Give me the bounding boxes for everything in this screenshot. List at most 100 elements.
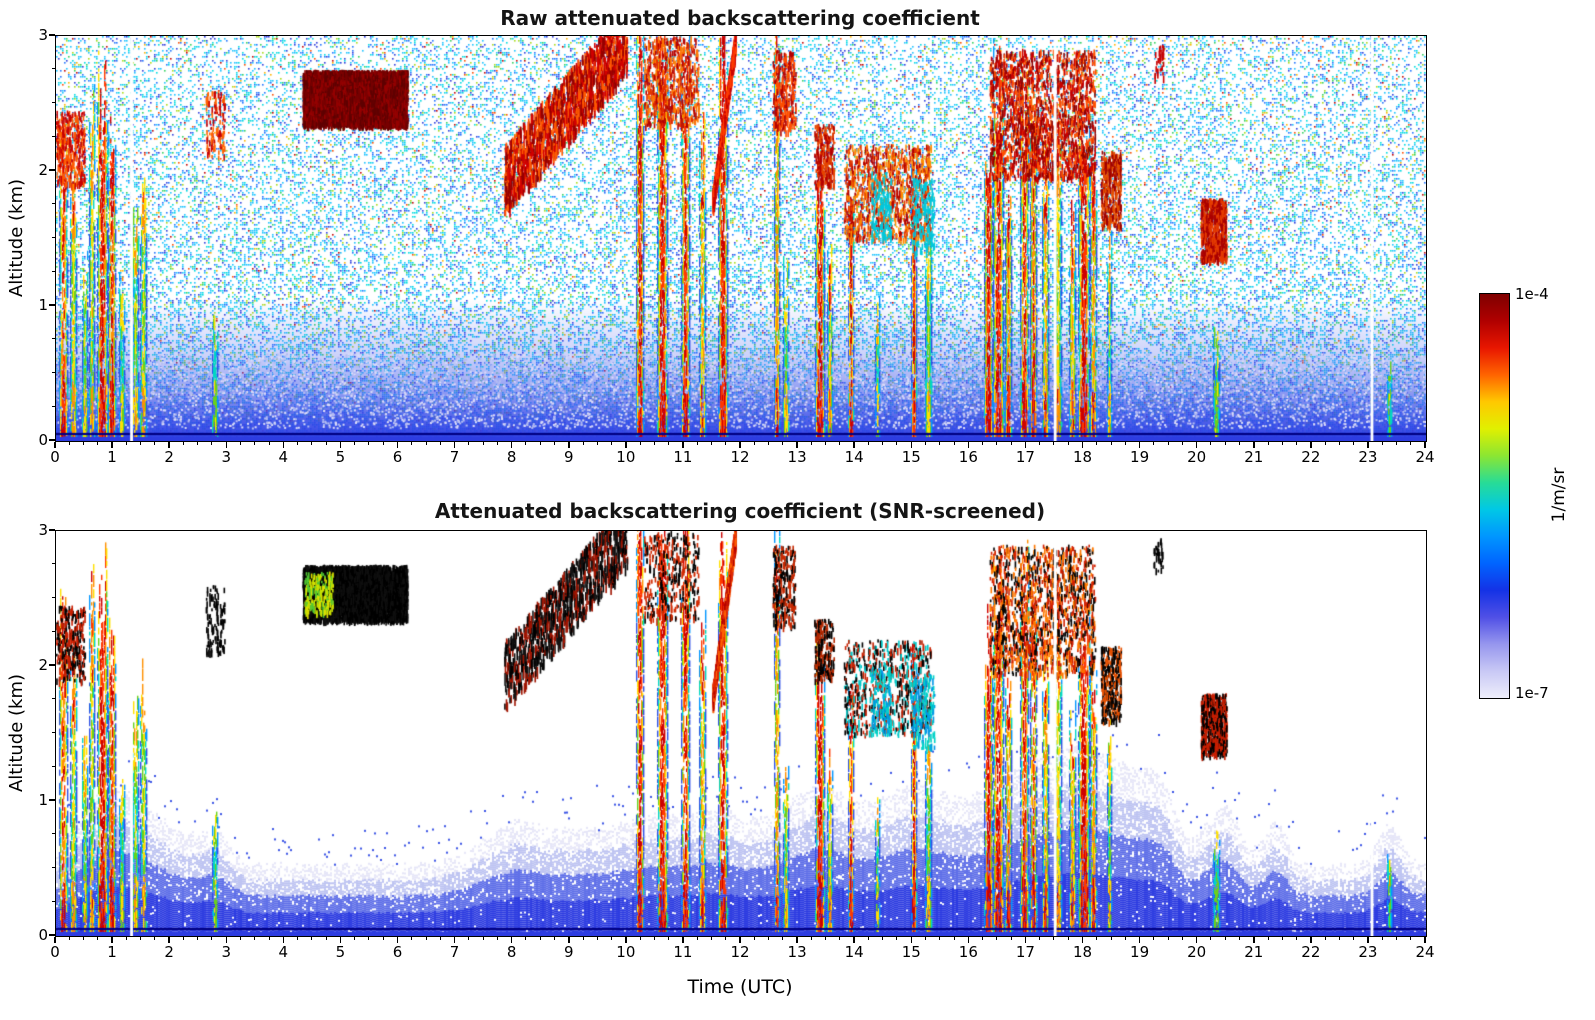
x-tick-label: 7 [449,448,460,466]
x-tick-label: 6 [392,943,403,961]
x-minor-tick-mark [1224,936,1226,940]
x-minor-tick-mark [140,441,142,445]
x-tick-label: 11 [673,943,693,961]
x-minor-tick-mark [1281,441,1283,445]
x-tick-mark [967,936,970,943]
x-tick-label: 5 [335,448,346,466]
x-minor-tick-mark [1167,936,1169,940]
x-minor-tick-mark [768,441,770,445]
y-tick-mark [49,34,55,36]
x-minor-tick-mark [525,936,527,940]
y-minor-tick-mark [52,597,55,598]
x-tick-mark [1310,441,1312,448]
y-minor-tick-mark [52,102,55,103]
x-minor-tick-mark [1039,441,1041,445]
x-tick-label: 4 [278,943,289,961]
x-minor-tick-mark [668,441,670,445]
x-tick-mark [1138,441,1141,448]
screened-y-axis-label: Altitude (km) [6,673,27,793]
x-axis-label: Time (UTC) [687,976,793,998]
y-minor-tick-mark [52,270,55,272]
x-minor-tick-mark [611,936,613,940]
x-minor-tick-mark [653,441,655,445]
x-minor-tick-mark [1053,936,1055,940]
x-tick-label: 18 [1072,943,1093,961]
x-minor-tick-mark [411,936,413,940]
x-tick-mark [910,936,912,943]
x-tick-mark [225,936,227,943]
x-tick-label: 23 [1358,448,1378,466]
x-tick-label: 8 [506,448,517,466]
x-tick-label: 16 [958,448,978,466]
x-minor-tick-mark [653,936,655,940]
x-tick-mark [1367,936,1369,943]
x-tick-mark [1424,936,1426,943]
y-minor-tick-mark [52,698,55,700]
x-tick-mark [739,441,741,448]
x-minor-tick-mark [382,441,384,445]
x-minor-tick-mark [311,936,313,940]
x-minor-tick-mark [1110,441,1112,445]
x-tick-label: 1 [107,448,117,466]
x-minor-tick-mark [982,441,984,445]
x-tick-mark [453,936,456,943]
x-minor-tick-mark [439,936,441,940]
y-minor-tick-mark [52,372,55,373]
x-minor-tick-mark [1096,936,1098,940]
x-tick-label: 8 [506,943,517,961]
x-minor-tick-mark [925,936,927,940]
x-minor-tick-mark [1224,441,1226,445]
x-minor-tick-mark [953,936,955,940]
x-minor-tick-mark [1167,441,1169,445]
x-tick-label: 10 [616,448,636,466]
y-minor-tick-mark [52,630,55,632]
y-tick-label: 2 [38,161,48,179]
x-tick-mark [796,441,798,448]
x-tick-label: 13 [787,448,807,466]
x-minor-tick-mark [553,936,555,940]
x-tick-label: 15 [901,448,921,466]
x-minor-tick-mark [1324,441,1326,445]
x-minor-tick-mark [1353,441,1355,445]
x-tick-label: 11 [673,448,693,466]
x-minor-tick-mark [254,936,256,940]
x-tick-mark [568,936,570,943]
x-minor-tick-mark [1381,936,1383,940]
raw-plot-frame [55,35,1427,442]
x-minor-tick-mark [1181,936,1183,940]
x-minor-tick-mark [1238,441,1240,445]
x-minor-tick-mark [182,441,184,445]
y-minor-tick-mark [52,563,55,565]
x-tick-mark [339,936,342,943]
x-minor-tick-mark [468,936,470,940]
x-minor-tick-mark [582,936,584,940]
x-tick-mark [1424,441,1426,448]
x-tick-mark [282,936,285,943]
x-minor-tick-mark [553,441,555,445]
x-tick-label: 0 [50,448,60,466]
x-minor-tick-mark [725,441,727,445]
colorbar-unit-label: 1/m/sr [1549,467,1569,523]
x-minor-tick-mark [1267,936,1269,940]
x-tick-label: 14 [844,448,864,466]
x-minor-tick-mark [710,441,712,445]
x-minor-tick-mark [425,936,427,940]
y-minor-tick-mark [52,338,55,340]
x-tick-label: 3 [221,448,232,466]
screened-plot-frame [55,530,1427,937]
x-minor-tick-mark [1153,441,1155,445]
x-tick-mark [111,441,113,448]
x-minor-tick-mark [753,936,755,940]
x-tick-label: 10 [616,943,636,961]
x-minor-tick-mark [768,936,770,940]
x-minor-tick-mark [539,936,541,940]
x-tick-label: 4 [278,448,289,466]
x-minor-tick-mark [325,441,327,445]
x-minor-tick-mark [696,441,698,445]
x-minor-tick-mark [825,441,827,445]
x-minor-tick-mark [297,441,299,445]
x-minor-tick-mark [425,441,427,445]
y-tick-label: 2 [38,656,48,674]
x-minor-tick-mark [1296,441,1298,445]
